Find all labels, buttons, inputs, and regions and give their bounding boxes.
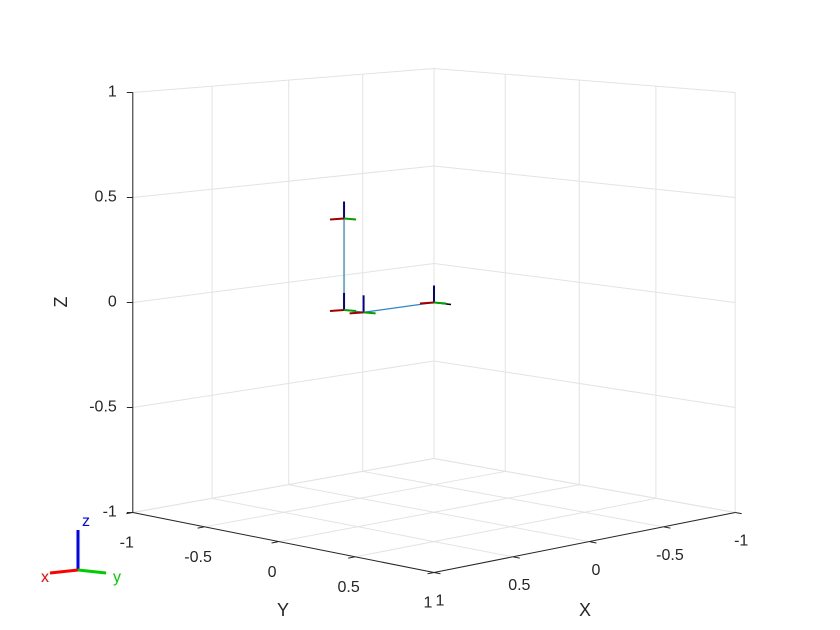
grid-line <box>433 67 736 93</box>
frame-y <box>343 308 357 312</box>
y-tick-label: -1 <box>120 535 134 552</box>
grid-line <box>132 67 435 93</box>
grid-line <box>433 360 736 408</box>
z-tick-label: 1 <box>108 84 117 101</box>
orient-y-label: y <box>113 569 121 586</box>
orient-x <box>49 568 79 575</box>
frame-y <box>363 311 376 315</box>
joint-frame <box>419 285 447 305</box>
y-tick <box>427 572 435 575</box>
x-tick <box>663 526 671 529</box>
frame-x <box>329 308 345 312</box>
y-axis-line <box>132 512 435 573</box>
y-tick <box>271 541 279 544</box>
y-tick-label: 0 <box>268 564 277 581</box>
grid-line <box>288 484 591 543</box>
x-axis-label: X <box>579 600 591 620</box>
z-tick-label: -0.5 <box>89 399 117 416</box>
joint-frame <box>349 295 376 315</box>
grid-line <box>132 263 435 303</box>
y-tick <box>197 526 205 529</box>
y-axis-label: Y <box>277 600 289 620</box>
orientation-axes: z x y <box>41 513 121 586</box>
x-tick <box>735 512 742 515</box>
y-tick-label: 0.5 <box>338 579 360 596</box>
grid-line <box>212 497 514 558</box>
x-tick-label: -0.5 <box>656 547 684 564</box>
x-tick-label: 0.5 <box>508 577 530 594</box>
x-tick <box>513 556 520 559</box>
orient-x-label: x <box>41 569 49 586</box>
frame-x <box>349 311 364 315</box>
orient-y <box>77 568 107 575</box>
grid-line <box>132 360 435 408</box>
frame-y <box>343 217 357 221</box>
joint-frame <box>329 292 357 312</box>
grid-line <box>354 497 656 558</box>
grid-line <box>433 458 736 513</box>
x-tick <box>433 572 441 575</box>
x-tick-label: 1 <box>436 593 445 610</box>
grid-line <box>132 165 435 198</box>
y-tick-label: -0.5 <box>184 549 212 566</box>
y-tick <box>348 556 355 559</box>
y-tick-label: 1 <box>424 595 433 612</box>
grid-line <box>132 458 435 513</box>
frame-x <box>329 217 345 221</box>
x-axis-line <box>433 512 736 573</box>
frame-y <box>433 301 447 305</box>
z-axis-label: Z <box>51 297 71 308</box>
z-tick-label: -1 <box>103 504 117 521</box>
frame-x <box>419 301 435 305</box>
grid-line <box>277 484 580 543</box>
joint-frame <box>329 201 357 221</box>
grid-line <box>433 263 736 303</box>
x-tick <box>589 541 597 544</box>
grid-line <box>362 470 665 528</box>
grid-line <box>433 165 736 198</box>
x-tick-label: -1 <box>734 533 748 550</box>
z-tick-label: 0.5 <box>95 189 117 206</box>
x-tick-label: 0 <box>592 562 601 579</box>
z-tick-label: 0 <box>108 294 117 311</box>
grid-line <box>203 470 506 528</box>
orient-z-label: z <box>82 513 90 530</box>
